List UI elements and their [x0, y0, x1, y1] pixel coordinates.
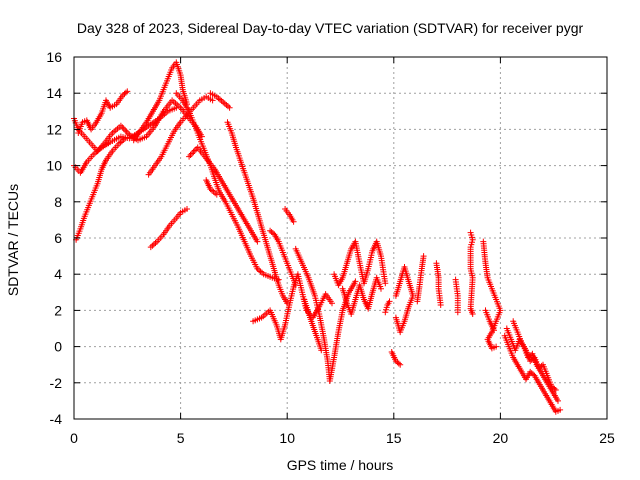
axis-ticks: 0 5 10 15 20 25 -4 -2 0 2 4 6 8 10 12 14 16	[46, 49, 615, 446]
data-point-markers	[433, 260, 444, 308]
x-tick-label: 20	[493, 430, 509, 446]
y-tick-label: 2	[54, 302, 62, 318]
data-series	[414, 253, 427, 305]
x-tick-label: 15	[386, 430, 402, 446]
y-tick-label: -4	[50, 411, 63, 427]
data-series	[482, 307, 497, 334]
data-point-markers	[392, 264, 416, 336]
data-series	[339, 274, 384, 317]
data-point-markers	[282, 206, 297, 225]
data-point-markers	[452, 276, 461, 316]
y-tick-label: 0	[54, 339, 62, 355]
data-series	[267, 227, 299, 289]
x-tick-label: 10	[279, 430, 295, 446]
data-point-markers	[382, 298, 393, 316]
data-series	[147, 206, 190, 251]
data-point-markers	[292, 245, 359, 384]
data-point-markers	[75, 88, 131, 136]
data-point-markers	[480, 238, 504, 352]
data-point-markers	[467, 229, 476, 317]
data-point-markers	[503, 325, 561, 404]
data-series	[510, 318, 559, 393]
data-point-markers	[73, 135, 129, 243]
x-tick-label: 25	[599, 430, 615, 446]
data-point-markers	[203, 177, 220, 198]
data-point-markers	[510, 318, 559, 393]
chart-title: Day 328 of 2023, Sidereal Day-to-day VTE…	[77, 20, 584, 36]
data-point-markers	[482, 307, 497, 334]
data-point-markers	[130, 59, 190, 144]
data-series	[203, 177, 220, 198]
data-point-markers	[388, 349, 404, 368]
data-series	[73, 135, 129, 243]
data-series	[480, 238, 504, 352]
data-point-markers	[267, 227, 299, 289]
y-tick-label: 16	[46, 49, 62, 65]
data-series	[224, 119, 291, 307]
x-tick-label: 5	[177, 430, 185, 446]
data-point-markers	[339, 274, 384, 317]
data-point-markers	[501, 332, 564, 415]
data-series	[388, 349, 404, 368]
data-series	[292, 245, 359, 384]
data-series	[130, 59, 190, 144]
data-series	[301, 296, 325, 354]
data-point-markers	[186, 144, 261, 245]
data-point-markers	[331, 238, 389, 289]
data-series	[382, 298, 393, 316]
data-series	[433, 260, 444, 308]
x-axis-label: GPS time / hours	[287, 457, 394, 473]
data-series	[75, 88, 131, 136]
data-series	[145, 93, 216, 178]
data-series	[501, 332, 564, 415]
data-series	[331, 238, 389, 289]
data-points	[71, 59, 564, 415]
data-point-markers	[145, 93, 216, 178]
data-series	[186, 144, 261, 245]
data-series	[503, 325, 561, 404]
data-series	[282, 206, 297, 225]
y-tick-label: 14	[46, 85, 62, 101]
data-series	[207, 90, 233, 111]
y-tick-label: 10	[46, 158, 62, 174]
y-axis-label: SDTVAR / TECUs	[5, 184, 21, 296]
data-point-markers	[147, 206, 190, 251]
y-tick-label: 12	[46, 121, 62, 137]
data-point-markers	[414, 253, 427, 305]
data-series	[452, 276, 461, 316]
data-series	[467, 229, 476, 317]
data-point-markers	[301, 296, 325, 354]
y-tick-label: 6	[54, 230, 62, 246]
y-tick-label: -2	[50, 375, 63, 391]
data-series	[392, 264, 416, 336]
y-tick-label: 4	[54, 266, 62, 282]
data-point-markers	[224, 119, 291, 307]
y-tick-label: 8	[54, 194, 62, 210]
data-point-markers	[207, 90, 233, 111]
x-tick-label: 0	[70, 430, 78, 446]
